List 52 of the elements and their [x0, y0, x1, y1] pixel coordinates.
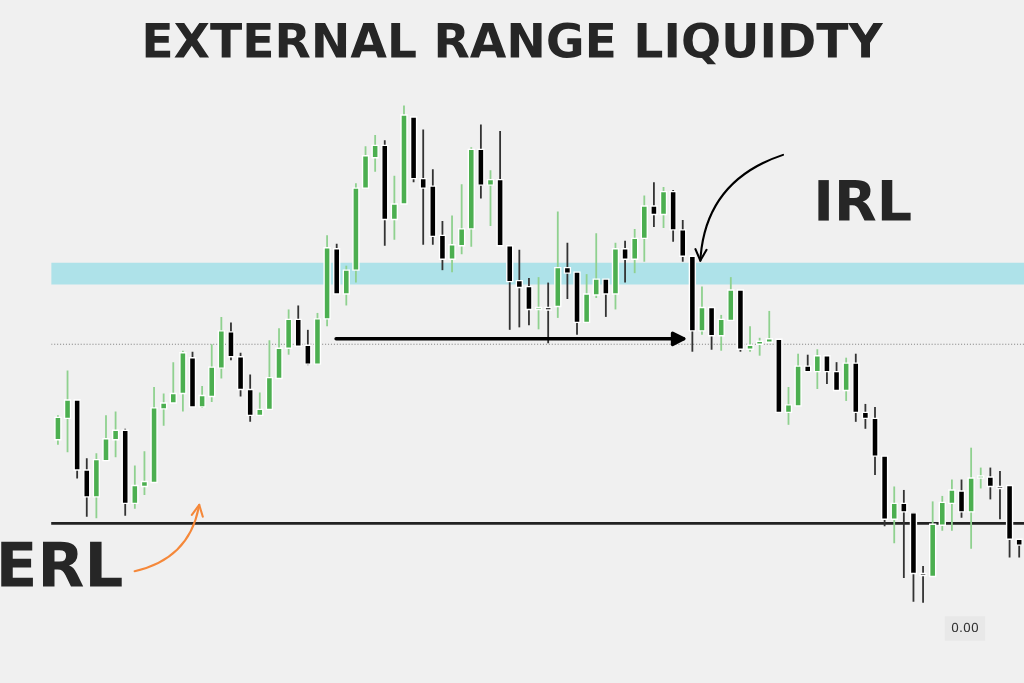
candlestick: [438, 220, 447, 272]
candlestick: [534, 276, 543, 331]
candlestick: [390, 174, 399, 241]
candlestick: [54, 414, 62, 446]
candlestick: [977, 466, 985, 490]
candlestick: [765, 310, 773, 344]
candlestick: [717, 314, 725, 352]
candlestick: [823, 354, 831, 385]
candlestick: [592, 232, 600, 299]
candlestick: [371, 133, 379, 173]
candlestick: [621, 239, 629, 284]
text: 0.00: [951, 622, 979, 633]
candlestick: [140, 450, 149, 496]
candlestick: [861, 403, 870, 430]
candlestick: [486, 169, 495, 227]
candlestick: [986, 466, 995, 501]
candlestick: [900, 489, 908, 579]
band-label: IRL: [818, 180, 911, 221]
candlestick: [698, 285, 706, 336]
candlestick: [198, 385, 206, 409]
candlestick: [938, 495, 946, 532]
candlestick: [832, 361, 841, 392]
candlestick: [957, 478, 966, 519]
candlestick: [159, 392, 168, 427]
candlestick: [525, 277, 533, 327]
candlestick: [457, 183, 466, 256]
candlestick: [131, 464, 139, 510]
candlestick: [1015, 538, 1023, 559]
candlestick: [419, 128, 427, 246]
chart-title: EXTERNAL RANGE LIQUIDTY: [145, 22, 884, 65]
candlestick: [631, 227, 639, 275]
candlestick: [784, 386, 793, 426]
candlestick: [948, 478, 956, 532]
candlestick: [111, 410, 120, 459]
candlestick: [102, 414, 110, 462]
candlestick: [650, 181, 658, 228]
candlestick: [813, 348, 822, 390]
candlestick: [890, 485, 898, 545]
candlestick: [602, 278, 610, 318]
candlestick: [304, 328, 312, 367]
candlestick: [63, 369, 72, 454]
candlestick: [563, 241, 572, 300]
candlestick: [919, 565, 927, 604]
candlestick: [256, 391, 264, 417]
candlestick: [746, 325, 754, 353]
candlestick: [448, 214, 456, 274]
candlestick: [996, 470, 1004, 521]
candlestick: [515, 248, 524, 329]
candlestick: [659, 186, 668, 229]
ref-line-label: ERL: [1, 541, 122, 587]
candlestick: [342, 264, 350, 307]
candlestick: [169, 361, 177, 404]
